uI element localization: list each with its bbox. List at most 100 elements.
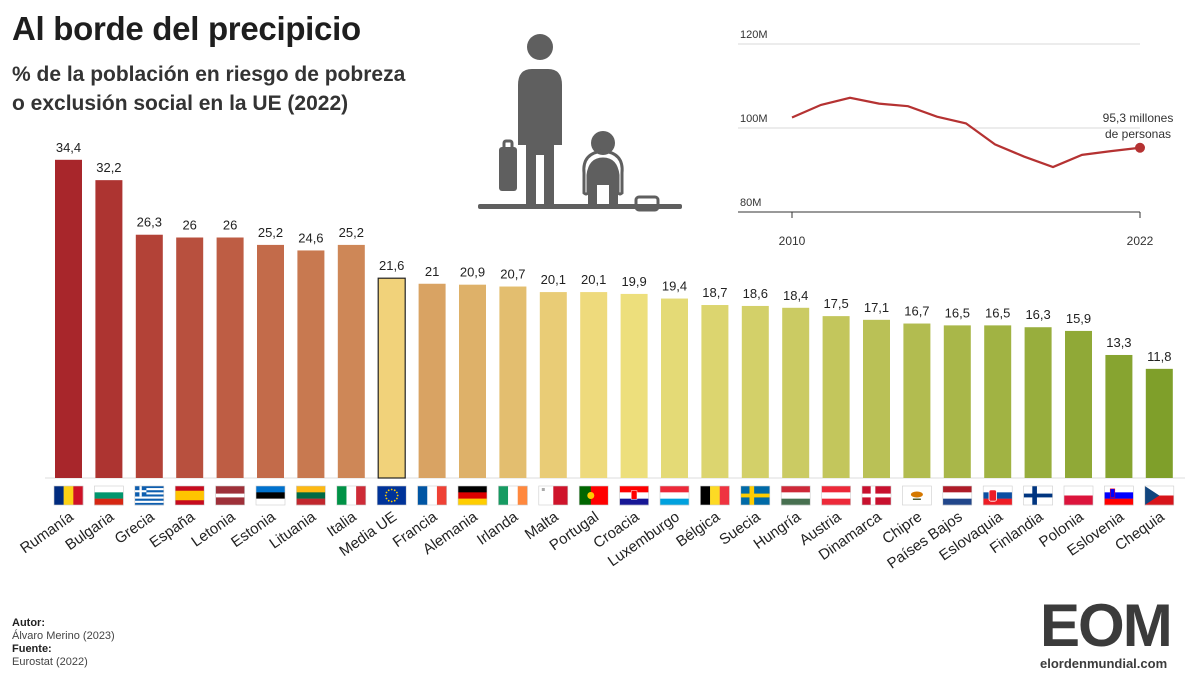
- bar-19: [782, 307, 810, 478]
- bar-27: [1105, 354, 1133, 478]
- value-label: 15,9: [1066, 311, 1091, 326]
- inset-series-line: [791, 96, 1141, 169]
- germany-flag: [457, 485, 488, 506]
- source-name: Eurostat (2022): [12, 656, 88, 668]
- suitcase: [499, 147, 517, 191]
- bar-5: [216, 237, 244, 478]
- belgium-flag: [700, 485, 730, 506]
- bar-25: [1024, 327, 1052, 478]
- value-label: 18,6: [743, 286, 768, 301]
- value-label: 17,5: [823, 296, 848, 311]
- value-label: 21,6: [379, 258, 404, 273]
- bar-10: [418, 283, 446, 478]
- poverty-risk-bar-chart: 34,4Rumanía32,2Bulgaria26,3Grecia26Españ…: [17, 140, 1185, 572]
- hungary-flag: [780, 485, 811, 506]
- inset-end-point: [1135, 142, 1145, 153]
- credits: Autor: Álvaro Merino (2023) Fuente: Euro…: [12, 617, 115, 669]
- value-label: 25,2: [258, 225, 283, 240]
- value-label: 32,2: [96, 160, 121, 175]
- value-label: 11,8: [1147, 349, 1171, 364]
- page-title: Al borde del precipicio: [12, 10, 361, 47]
- category-label: España: [147, 508, 199, 551]
- value-label: 34,4: [56, 140, 81, 155]
- value-label: 17,1: [864, 300, 889, 315]
- estonia-flag: [255, 485, 286, 506]
- value-label: 16,5: [985, 305, 1010, 320]
- value-label: 26: [223, 218, 237, 233]
- bar-7: [297, 250, 325, 478]
- bar-17: [701, 305, 729, 478]
- category-label: Irlanda: [474, 508, 522, 549]
- bar-2: [95, 180, 123, 478]
- adult-head: [527, 34, 553, 60]
- author-label: Autor:: [12, 617, 45, 629]
- value-label: 20,7: [500, 267, 525, 282]
- value-label: 21: [425, 264, 439, 279]
- bar-28: [1145, 368, 1173, 478]
- page-subtitle: % de la población en riesgo de pobreza o…: [12, 60, 405, 118]
- bar-15: [620, 293, 648, 478]
- cyprus-flag: [902, 485, 932, 506]
- bar-24: [984, 325, 1012, 478]
- inset-y-tick: 80M: [740, 197, 761, 209]
- value-label: 24,6: [298, 230, 323, 245]
- lithuania-flag: [296, 485, 326, 506]
- value-label: 16,7: [904, 304, 929, 319]
- child-backpack: [582, 149, 624, 196]
- bar-12: [499, 286, 527, 478]
- bar-1: [55, 159, 82, 479]
- value-label: 25,2: [339, 225, 364, 240]
- netherlands-flag: [942, 485, 973, 506]
- slovakia-flag: [982, 485, 1013, 506]
- ground-line: [478, 204, 682, 209]
- bar-4: [176, 237, 204, 478]
- greece-flag: [134, 485, 165, 506]
- category-label: Lituania: [266, 508, 319, 552]
- bar-9: [377, 277, 406, 479]
- eom-logo[interactable]: EOM elordenmundial.com: [1040, 592, 1190, 672]
- bar-14: [580, 292, 608, 478]
- bar-26: [1065, 330, 1092, 478]
- bar-18: [741, 305, 769, 478]
- value-label: 18,7: [702, 285, 727, 300]
- poland-flag: [1063, 485, 1094, 506]
- bar-16: [661, 298, 688, 478]
- luxembourg-flag: [659, 485, 690, 506]
- bar-11: [459, 284, 486, 478]
- bar-13: [539, 292, 567, 478]
- people-at-edge-illustration: [478, 34, 682, 212]
- population-trend-inset-chart: 120M 100M 80M 2010 2022 95,3 millones de perso…: [738, 29, 1174, 248]
- eu-flag: [376, 485, 407, 506]
- bar-23: [943, 325, 971, 478]
- denmark-flag: [861, 485, 892, 506]
- logo-mark: EOM: [1040, 592, 1173, 659]
- bulgaria-flag: [94, 485, 124, 506]
- value-label: 13,3: [1106, 335, 1131, 350]
- child-body: [588, 159, 618, 207]
- inset-annotation-line-2: de personas: [1105, 127, 1171, 141]
- bar-6: [257, 244, 284, 478]
- logo-url: elordenmundial.com: [1040, 656, 1168, 671]
- value-label: 20,9: [460, 265, 485, 280]
- croatia-flag: [619, 485, 649, 506]
- bar-20: [822, 316, 850, 478]
- category-label: Letonia: [188, 508, 239, 551]
- bar-3: [135, 234, 163, 478]
- value-label: 16,3: [1025, 307, 1050, 322]
- inset-x-tick: 2022: [1127, 234, 1154, 248]
- austria-flag: [821, 485, 851, 506]
- malta-flag: [538, 485, 569, 506]
- value-label: 20,1: [581, 272, 606, 287]
- inset-annotation-line-1: 95,3 millones: [1103, 111, 1174, 125]
- slovenia-flag: [1104, 485, 1134, 506]
- child-head: [591, 131, 615, 155]
- category-label: Bélgica: [673, 508, 724, 551]
- romania-flag: [53, 485, 84, 506]
- author-name: Álvaro Merino (2023): [12, 630, 115, 642]
- bar-22: [903, 323, 931, 478]
- value-label: 18,4: [783, 288, 808, 303]
- subtitle-line-1: % de la población en riesgo de pobreza: [12, 63, 406, 86]
- value-label: 19,9: [621, 274, 646, 289]
- bar-21: [863, 319, 890, 478]
- portugal-flag: [578, 485, 609, 506]
